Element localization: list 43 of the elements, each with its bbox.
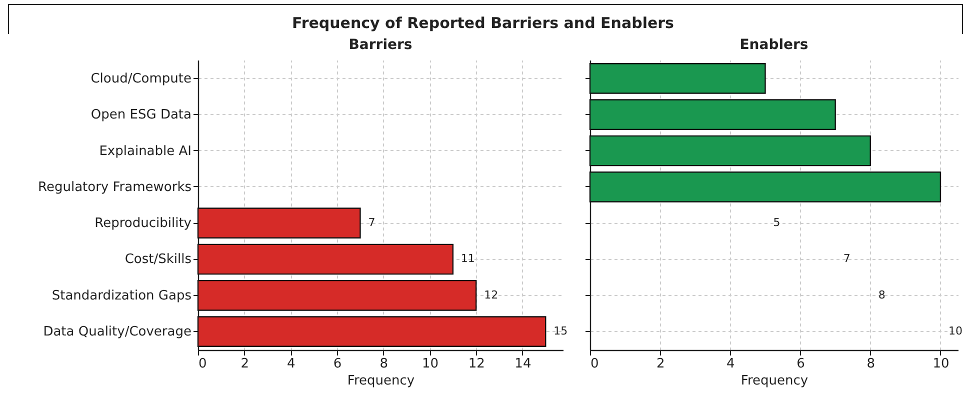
x-tick-label: 2 bbox=[656, 356, 665, 372]
y-tick-label: Cloud/Compute bbox=[90, 71, 192, 86]
annotation: 8 bbox=[878, 288, 886, 302]
x-tick-label: 10 bbox=[422, 356, 439, 372]
x-tick-label: 6 bbox=[333, 356, 342, 372]
x-axis-title: Frequency bbox=[740, 374, 808, 388]
data-label: 15 bbox=[554, 324, 568, 338]
chart-subtitle: Barriers bbox=[348, 37, 412, 53]
chart-title: Frequency of Reported Barriers and Enablers bbox=[291, 14, 675, 32]
bar bbox=[589, 171, 942, 202]
x-axis-title: Frequency bbox=[347, 374, 415, 388]
annotation: 10 bbox=[948, 324, 962, 338]
y-tick-label: Reproducibility bbox=[94, 216, 192, 232]
x-tick-label: 6 bbox=[796, 356, 805, 372]
chart-subtitle: Enablers bbox=[740, 37, 808, 53]
annotation: 7 bbox=[843, 252, 850, 266]
y-tick-label: Open ESG Data bbox=[90, 108, 192, 123]
bar bbox=[589, 99, 836, 130]
x-tick-label: 8 bbox=[380, 356, 388, 372]
bar bbox=[197, 208, 361, 239]
data-label: 12 bbox=[484, 288, 498, 302]
y-tick-label: Data Quality/Coverage bbox=[43, 324, 192, 340]
y-tick-label: Explainable AI bbox=[99, 144, 192, 159]
bar bbox=[197, 316, 546, 347]
x-tick-label: 8 bbox=[866, 356, 876, 372]
x-tick-label: 10 bbox=[932, 356, 950, 372]
y-tick-label: Cost/Skills bbox=[124, 252, 192, 268]
x-tick-label: 4 bbox=[726, 356, 735, 372]
bar bbox=[589, 63, 766, 94]
bar bbox=[589, 135, 871, 166]
x-tick-label: 0 bbox=[590, 356, 599, 372]
y-tick-label: Standardization Gaps bbox=[52, 288, 192, 304]
x-tick-label: 14 bbox=[514, 356, 532, 372]
data-label: 7 bbox=[368, 216, 376, 230]
x-tick-label: 2 bbox=[240, 356, 249, 372]
y-tick-label: Regulatory Frameworks bbox=[38, 180, 192, 195]
bar bbox=[197, 244, 454, 275]
annotation: 5 bbox=[773, 216, 780, 230]
x-tick-label: 0 bbox=[198, 356, 207, 372]
x-tick-label: 12 bbox=[468, 356, 485, 372]
x-tick-label: 4 bbox=[287, 356, 296, 372]
bar bbox=[197, 280, 477, 311]
data-label: 11 bbox=[460, 252, 475, 266]
